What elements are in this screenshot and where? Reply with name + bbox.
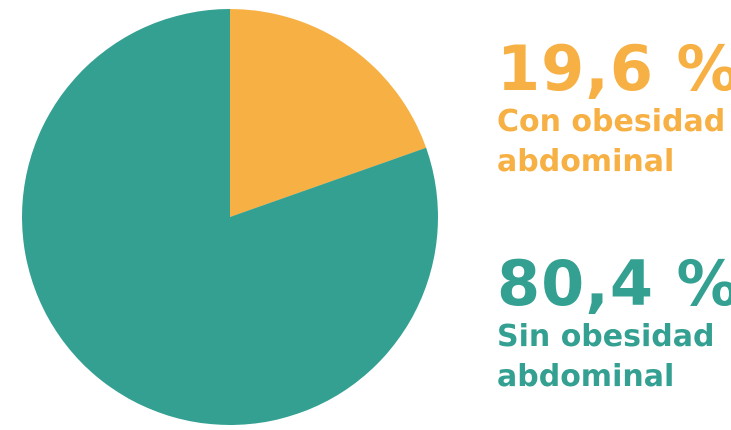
slice-percent-label: 80,4 % <box>497 247 731 320</box>
slice-label-line: abdominal <box>497 359 675 394</box>
legend-entry-con-obesidad: 19,6 % Con obesidad abdominal <box>497 36 731 182</box>
pie-slice-1 <box>21 9 438 425</box>
legend-entry-sin-obesidad: 80,4 % Sin obesidad abdominal <box>497 251 731 397</box>
pie-slices <box>21 9 438 425</box>
slice-label-line: Sin obesidad <box>497 319 715 354</box>
pie-slice-0 <box>230 9 427 217</box>
slice-label-line: abdominal <box>497 144 675 179</box>
slice-percent-label: 19,6 % <box>497 32 731 105</box>
slice-label-line: Con obesidad <box>497 104 726 139</box>
